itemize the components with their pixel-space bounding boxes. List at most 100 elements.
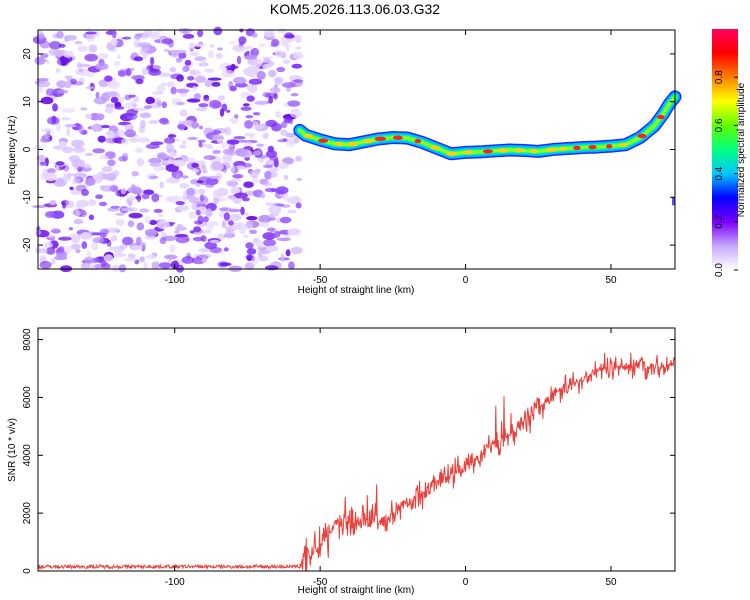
noise-blob (290, 93, 299, 97)
noise-blob (44, 172, 57, 182)
noise-blob (193, 93, 202, 100)
snr-series (37, 352, 675, 572)
noise-blob (181, 175, 189, 179)
noise-blob (68, 233, 81, 240)
noise-blob (78, 78, 85, 82)
noise-blob (164, 254, 178, 260)
noise-blob (283, 117, 293, 124)
noise-blob (197, 139, 206, 143)
noise-blob (79, 232, 93, 240)
noise-blob (248, 78, 263, 85)
noise-blob (284, 34, 295, 39)
noise-blob (55, 122, 61, 132)
noise-blob (207, 77, 222, 81)
noise-blob (108, 130, 114, 139)
ridge-peak (463, 150, 474, 155)
noise-blob (177, 124, 186, 130)
snr-ytick-label: 8000 (22, 328, 33, 351)
noise-blob (195, 209, 201, 216)
colorbar-tick-label: 0.8 (714, 70, 725, 84)
noise-blob (101, 262, 111, 270)
noise-blob (178, 52, 187, 59)
colorbar-tick-label: 0.6 (714, 118, 725, 132)
noise-blob (200, 59, 207, 67)
noise-blob (191, 121, 199, 129)
noise-blob (56, 80, 67, 88)
spectrogram-xtick-label: -100 (165, 275, 185, 286)
noise-blob (133, 56, 144, 62)
ridge-peak (619, 142, 628, 148)
noise-blob (258, 214, 272, 224)
noise-blob (212, 189, 223, 199)
noise-blob (158, 72, 172, 78)
noise-blob (139, 112, 152, 119)
noise-blob (175, 235, 190, 244)
noise-blob (38, 85, 43, 93)
noise-blob (294, 34, 302, 44)
noise-blob (188, 69, 202, 76)
noise-blob (198, 103, 209, 108)
noise-blob (141, 33, 148, 40)
ridge-peak (588, 145, 597, 150)
spectrogram-xtick-label: 50 (605, 275, 617, 286)
noise-blob (110, 264, 121, 272)
noise-blob (245, 115, 254, 119)
noise-blob (269, 217, 276, 221)
noise-blob (217, 47, 223, 51)
noise-blob (71, 139, 85, 148)
noise-blob (55, 166, 60, 172)
noise-blob (186, 187, 196, 197)
snr-ytick-label: 2000 (22, 502, 33, 525)
noise-blob (202, 165, 207, 174)
noise-blob (236, 222, 246, 230)
noise-blob (165, 164, 179, 172)
noise-blob (283, 174, 289, 180)
noise-blob (127, 220, 135, 228)
noise-blob (49, 41, 61, 50)
noise-blob (192, 85, 197, 92)
noise-blob (92, 148, 105, 154)
noise-blob (268, 69, 277, 78)
noise-blob (212, 149, 221, 154)
noise-blob (47, 234, 55, 238)
noise-blob (201, 143, 213, 148)
noise-blob (149, 162, 162, 167)
noise-blob (80, 107, 88, 111)
colorbar-label: Normalized spectral amplitude (736, 82, 747, 217)
ridge-peak (529, 148, 538, 154)
noise-blob (167, 257, 172, 263)
ridge-peak (414, 138, 422, 144)
noise-blob (213, 26, 223, 36)
noise-blob (246, 216, 258, 221)
noise-blob (70, 78, 77, 85)
noise-blob (201, 257, 207, 263)
noise-blob (226, 139, 240, 145)
noise-blob (218, 95, 225, 101)
noise-blob (245, 254, 254, 259)
noise-blob (265, 150, 278, 159)
noise-blob (248, 229, 258, 234)
noise-blob (189, 230, 195, 234)
noise-blob (182, 33, 195, 39)
noise-blob (143, 261, 148, 270)
ridge-peak (545, 147, 558, 152)
noise-blob (263, 239, 277, 247)
spectrogram-xlabel: Height of straight line (km) (298, 285, 415, 296)
snr-xtick-label: -50 (313, 577, 328, 588)
snr-ylabel: SNR (10 * v/v) (7, 418, 18, 482)
noise-blob (263, 29, 276, 38)
noise-blob (209, 44, 215, 48)
noise-blob (150, 56, 155, 66)
noise-blob (95, 63, 109, 71)
noise-blob (270, 171, 278, 178)
noise-blob (238, 139, 248, 143)
noise-blob (285, 132, 296, 138)
noise-blob (223, 212, 230, 221)
noise-blob (267, 227, 276, 232)
noise-blob (117, 70, 127, 77)
noise-blob (77, 166, 83, 172)
noise-blob (83, 163, 92, 169)
noise-blob (149, 175, 159, 179)
snr-line (37, 352, 675, 572)
